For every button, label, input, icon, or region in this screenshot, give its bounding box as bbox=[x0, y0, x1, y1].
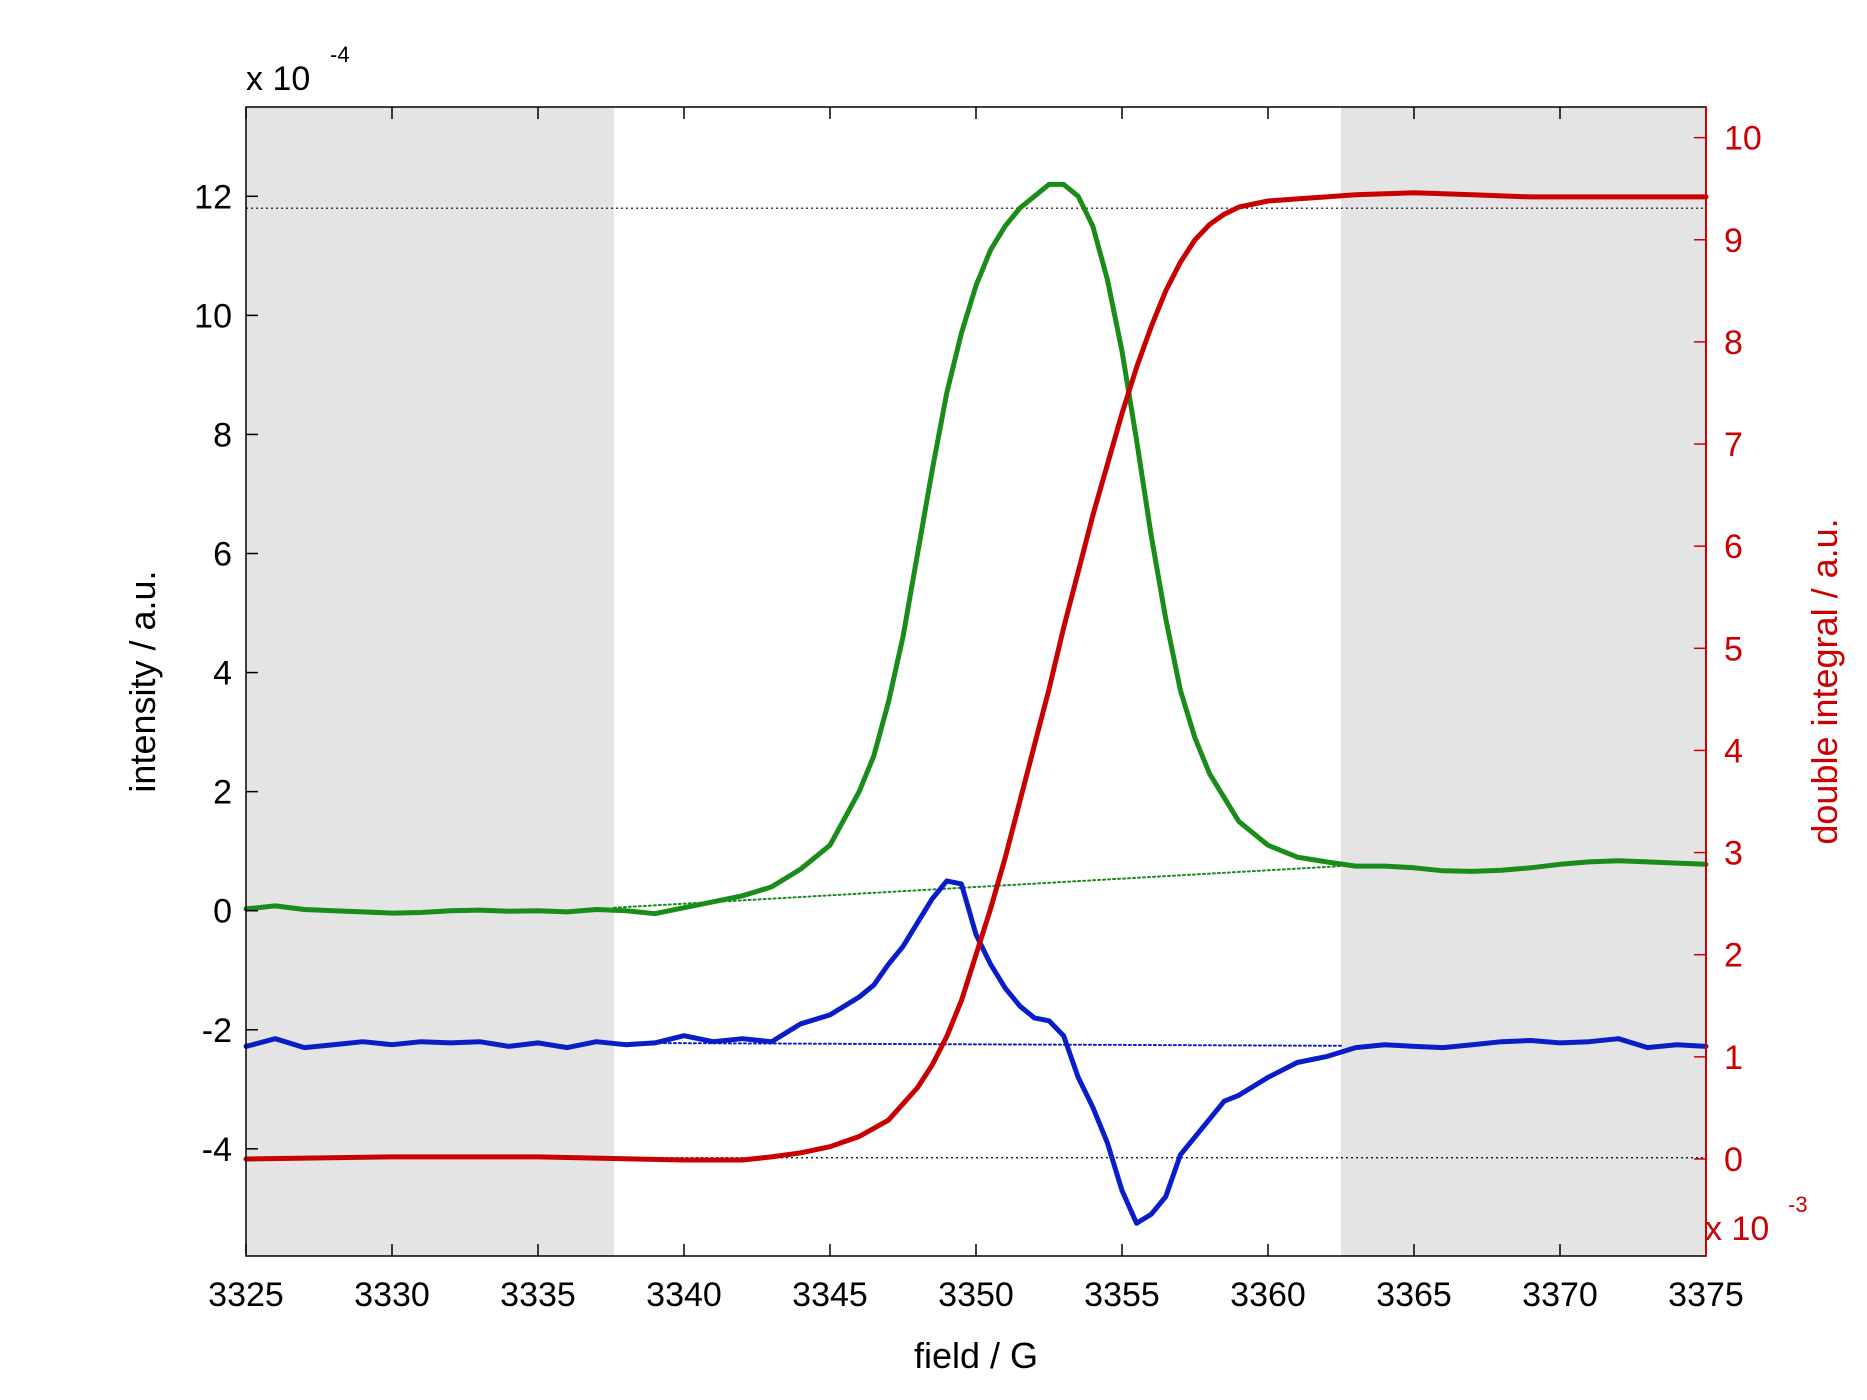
series-blue-dotted-3 bbox=[612, 1041, 1342, 1047]
y-left-tick-label-5: 6 bbox=[213, 536, 232, 574]
y-left-tick-label-2: 0 bbox=[213, 893, 232, 931]
x-tick-label-0: 3325 bbox=[208, 1276, 284, 1314]
data-series bbox=[243, 181, 1709, 1226]
x-tick-label-1: 3330 bbox=[354, 1276, 430, 1314]
right-exponent-base: x 10 bbox=[1705, 1210, 1769, 1248]
x-tick-label-10: 3375 bbox=[1668, 1276, 1744, 1314]
x-tick-label-2: 3335 bbox=[500, 1276, 576, 1314]
y-axis-left-label: intensity / a.u. bbox=[122, 570, 163, 792]
left-exponent-base: x 10 bbox=[246, 60, 310, 98]
y-right-tick-label-0: 0 bbox=[1724, 1141, 1743, 1179]
shaded-region-1 bbox=[1341, 107, 1706, 1256]
x-tick-label-4: 3345 bbox=[792, 1276, 868, 1314]
x-axis-label: field / G bbox=[914, 1335, 1038, 1376]
y-left-tick-label-3: 2 bbox=[213, 774, 232, 812]
y-right-tick-label-2: 2 bbox=[1724, 937, 1743, 975]
x-tick-label-7: 3360 bbox=[1230, 1276, 1306, 1314]
series-green-dotted-1 bbox=[612, 865, 1342, 909]
y-left-tick-label-0: -4 bbox=[202, 1131, 232, 1169]
x-tick-label-9: 3370 bbox=[1522, 1276, 1598, 1314]
y-right-tick-label-6: 6 bbox=[1724, 528, 1743, 566]
y-left-tick-label-4: 4 bbox=[213, 655, 232, 693]
y-left-tick-label-1: -2 bbox=[202, 1012, 232, 1050]
y-right-tick-label-5: 5 bbox=[1724, 630, 1743, 668]
x-tick-label-6: 3355 bbox=[1084, 1276, 1160, 1314]
y-right-tick-label-1: 1 bbox=[1724, 1039, 1743, 1077]
shaded-region-0 bbox=[246, 107, 614, 1256]
y-right-tick-label-10: 10 bbox=[1724, 120, 1762, 158]
series-blue-solid-2 bbox=[243, 878, 1709, 1226]
axis-ticks: 3325 3330 3335 3340 3345 3350 3355 3360 3365 3370… bbox=[194, 107, 1762, 1314]
right-exponent-power: -3 bbox=[1788, 1192, 1808, 1217]
y-left-tick-label-6: 8 bbox=[213, 416, 232, 454]
y-left-tick-label-8: 12 bbox=[194, 178, 232, 216]
y-right-tick-label-7: 7 bbox=[1724, 426, 1743, 464]
y-left-tick-label-7: 10 bbox=[194, 297, 232, 335]
left-exponent-power: -4 bbox=[330, 42, 350, 67]
x-tick-label-5: 3350 bbox=[938, 1276, 1014, 1314]
y-right-tick-label-8: 8 bbox=[1724, 324, 1743, 362]
y-axis-right-label: double integral / a.u. bbox=[1804, 518, 1845, 844]
reference-lines bbox=[246, 207, 1706, 1159]
x-tick-label-8: 3365 bbox=[1376, 1276, 1452, 1314]
series-green-solid-0 bbox=[243, 181, 1709, 917]
y-right-tick-label-4: 4 bbox=[1724, 732, 1743, 770]
shaded-regions bbox=[246, 107, 1706, 1256]
y-right-tick-label-9: 9 bbox=[1724, 222, 1743, 260]
x-tick-label-3: 3340 bbox=[646, 1276, 722, 1314]
series-red-solid-4 bbox=[243, 190, 1709, 1163]
y-right-tick-label-3: 3 bbox=[1724, 835, 1743, 873]
